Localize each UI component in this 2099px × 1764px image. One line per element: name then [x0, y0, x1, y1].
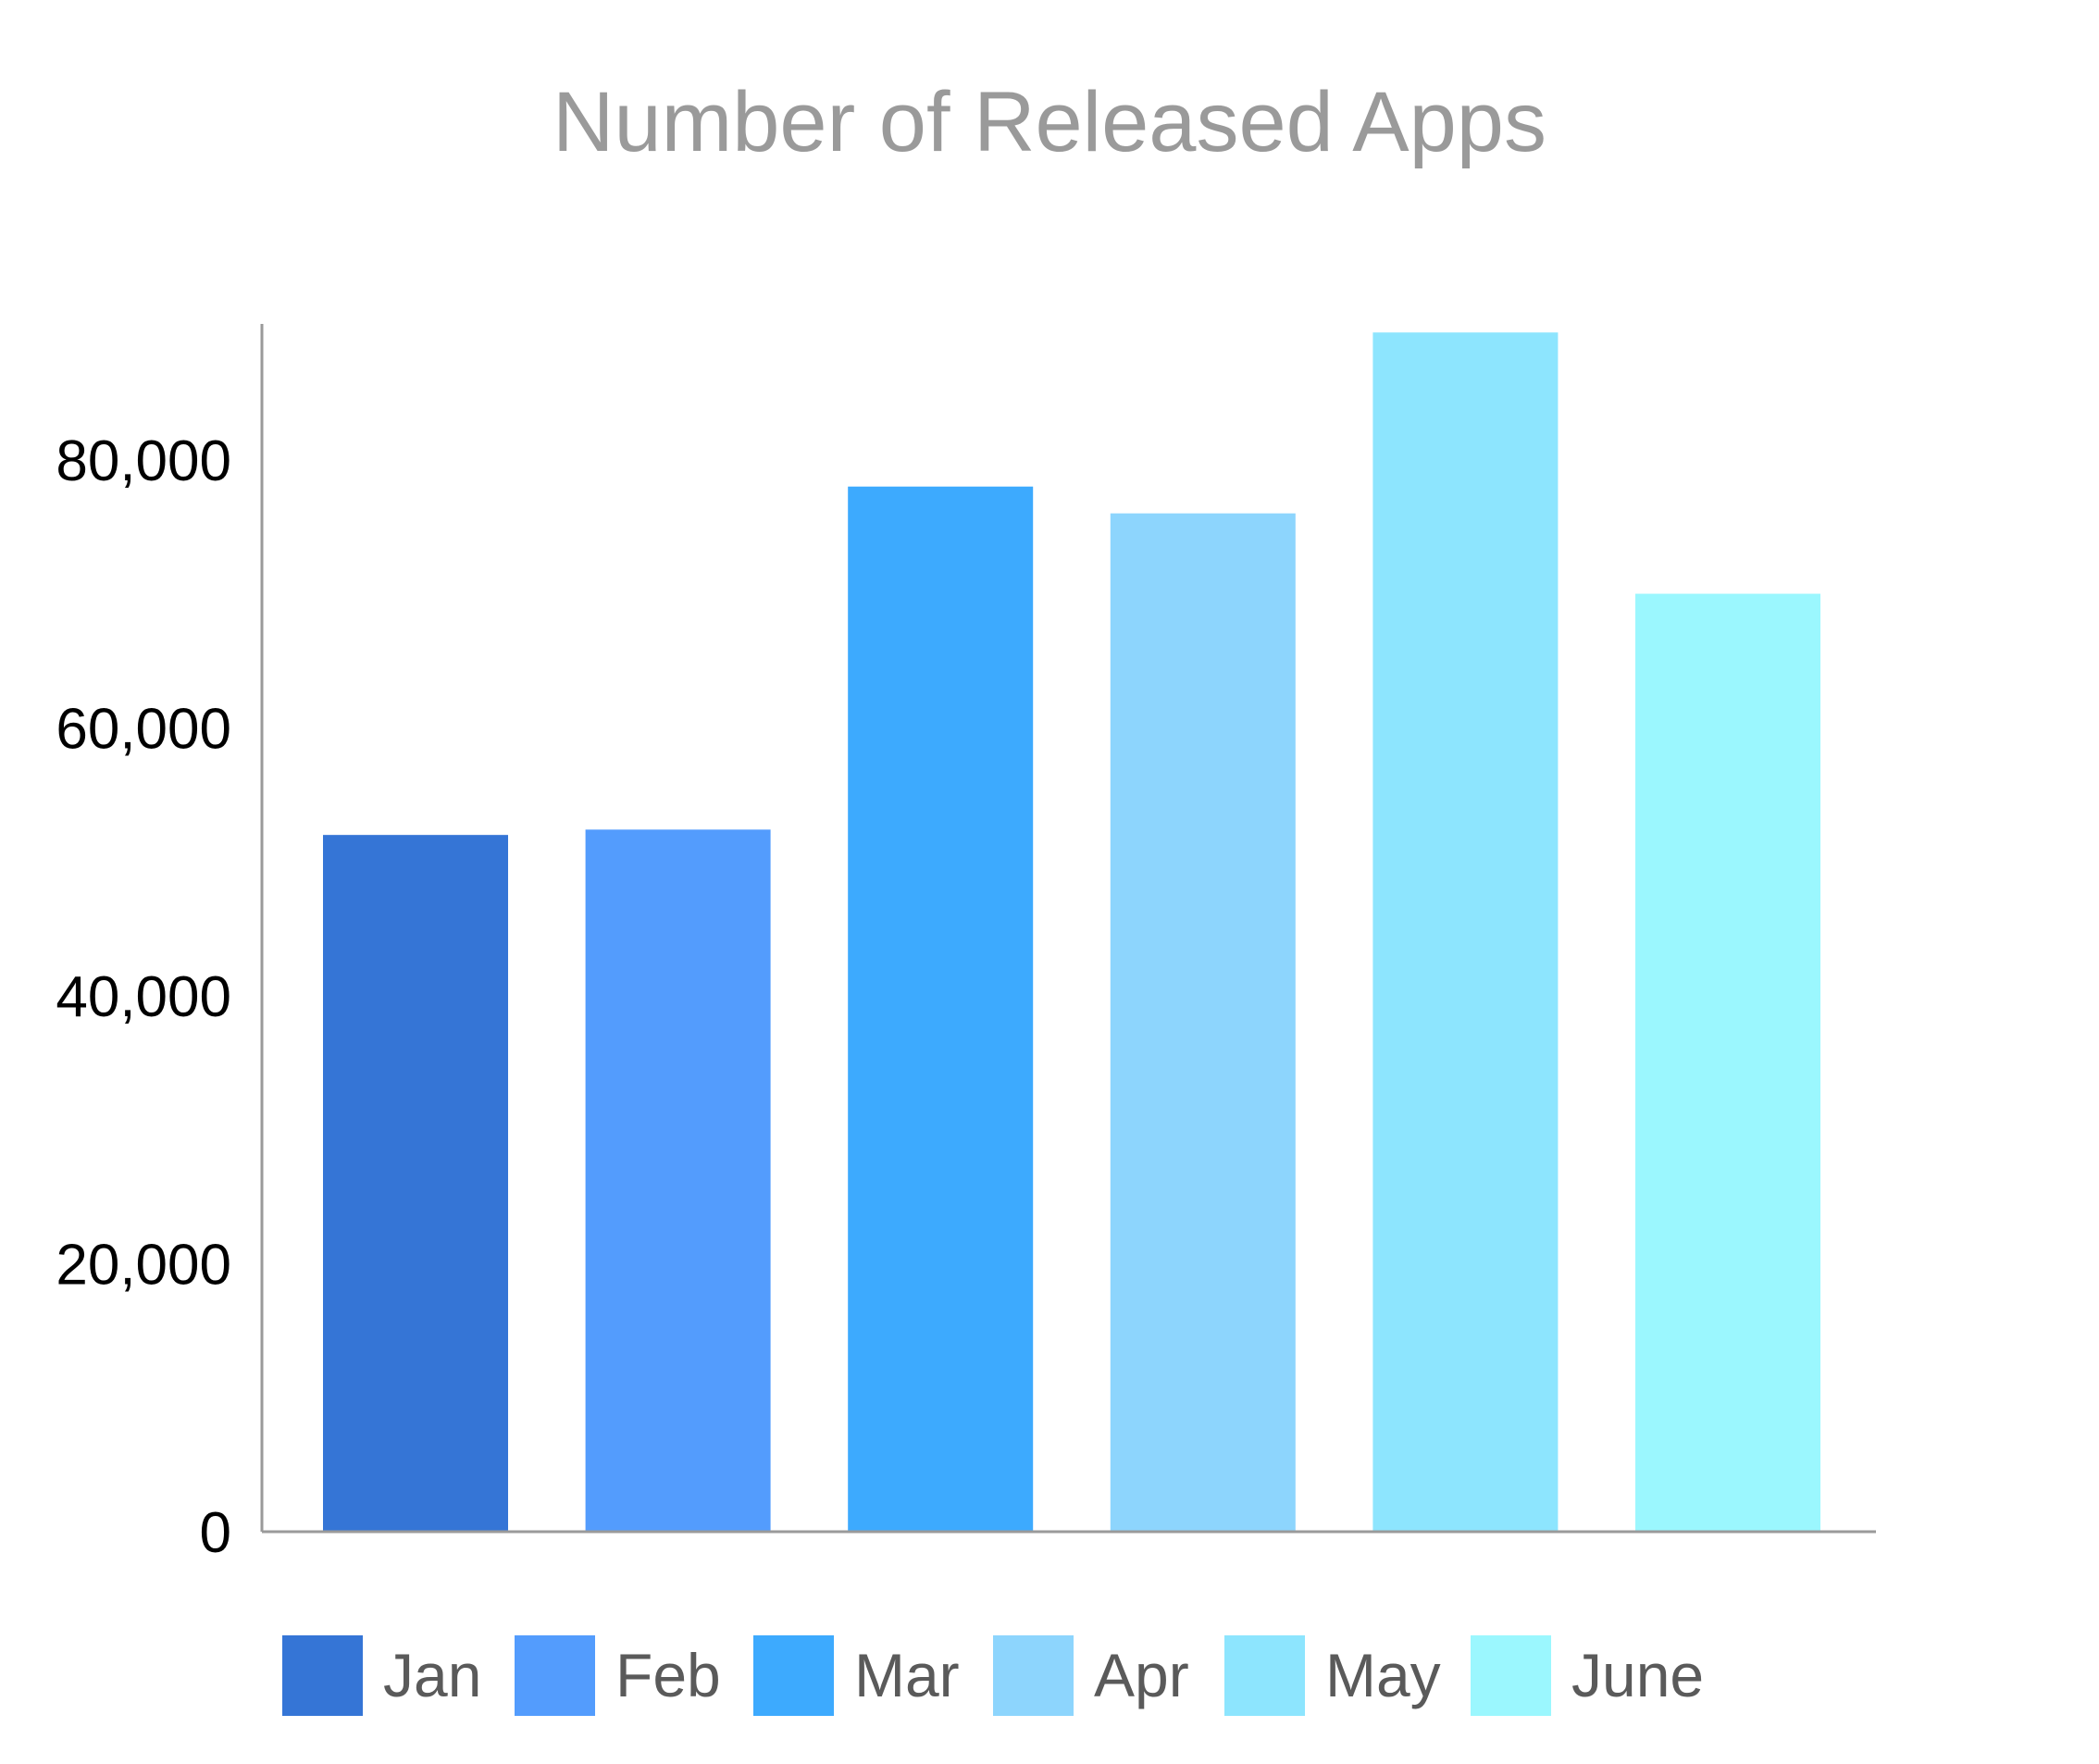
- bar-june: [1635, 593, 1820, 1532]
- legend-swatch-mar: [753, 1635, 834, 1716]
- bar-may: [1372, 332, 1559, 1532]
- legend-label-mar: Mar: [854, 1641, 960, 1709]
- bars-layer: [323, 332, 1820, 1532]
- legend-label-feb: Feb: [615, 1641, 721, 1709]
- y-tick-label: 20,000: [56, 1233, 231, 1297]
- bar-mar: [848, 486, 1034, 1532]
- legend: Jan Feb Mar Apr May June: [282, 1635, 1704, 1716]
- bar-apr: [1110, 513, 1296, 1532]
- legend-label-apr: Apr: [1094, 1641, 1189, 1709]
- y-tick-label: 80,000: [56, 429, 231, 493]
- legend-label-june: June: [1571, 1641, 1704, 1709]
- legend-swatch-feb: [515, 1635, 595, 1716]
- legend-swatch-jan: [282, 1635, 363, 1716]
- y-tick-label: 0: [200, 1501, 231, 1565]
- y-tick-label: 40,000: [56, 965, 231, 1029]
- legend-swatch-may: [1224, 1635, 1305, 1716]
- bar-feb: [585, 829, 771, 1532]
- bar-jan: [323, 835, 508, 1532]
- y-tick-label: 60,000: [56, 697, 231, 761]
- legend-swatch-apr: [993, 1635, 1074, 1716]
- legend-label-may: May: [1325, 1641, 1441, 1709]
- chart-title: Number of Released Apps: [553, 75, 1546, 169]
- legend-label-jan: Jan: [383, 1641, 481, 1709]
- y-tick-labels: 0 20,000 40,000 60,000 80,000: [56, 429, 231, 1565]
- axes-layer: [260, 324, 1876, 1534]
- legend-swatch-june: [1471, 1635, 1551, 1716]
